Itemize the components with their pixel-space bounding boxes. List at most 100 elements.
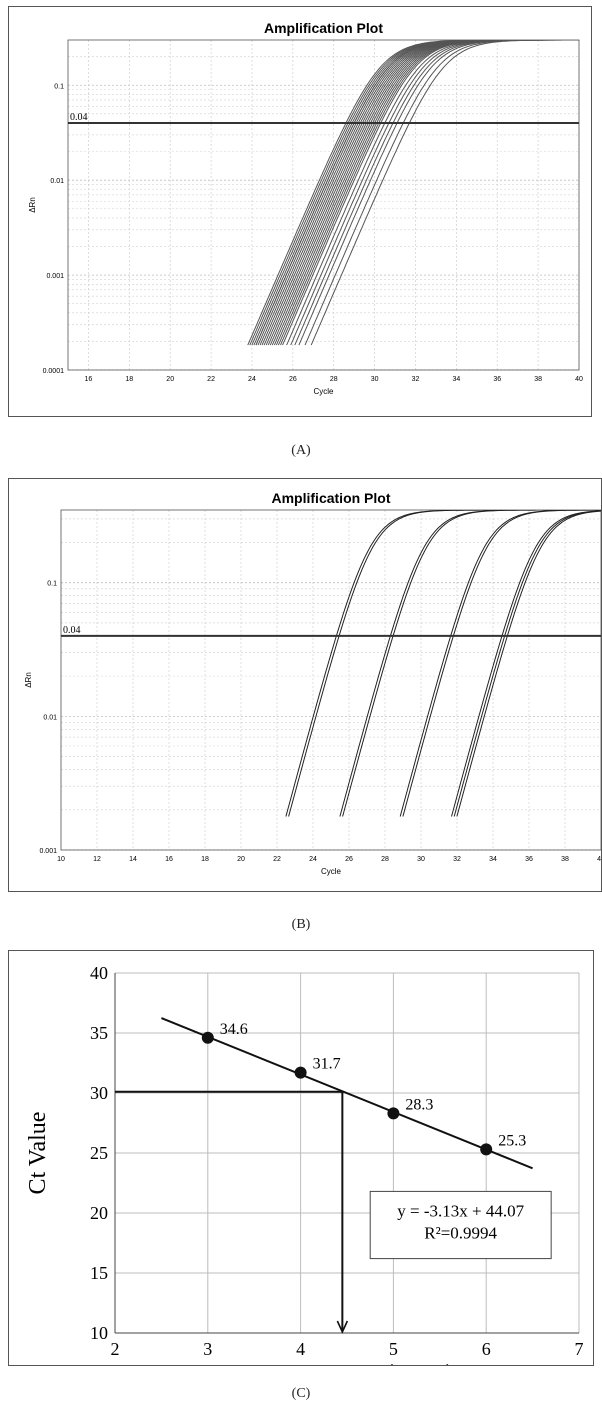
amplification-curve bbox=[271, 40, 579, 346]
amplification-curve bbox=[339, 510, 601, 817]
data-label: 25.3 bbox=[498, 1132, 526, 1149]
x-tick-label: 28 bbox=[330, 376, 338, 383]
caption-c: (C) bbox=[291, 1386, 311, 1401]
x-axis-label: Cycle bbox=[313, 387, 334, 396]
data-point bbox=[480, 1143, 493, 1156]
amplification-curve bbox=[259, 40, 579, 346]
y-tick-label: 20 bbox=[90, 1203, 108, 1223]
y-tick-label: 0.001 bbox=[46, 273, 64, 280]
x-tick-label: 30 bbox=[371, 376, 379, 383]
x-tick-label: 16 bbox=[165, 856, 173, 863]
curves-group bbox=[247, 40, 579, 346]
lookup-arrowhead bbox=[336, 1320, 349, 1334]
x-tick-label: 34 bbox=[452, 376, 460, 383]
amplification-curve bbox=[288, 510, 600, 817]
chart-title: Amplification Plot bbox=[264, 20, 383, 36]
amplification-curve bbox=[451, 510, 601, 817]
plot-frame bbox=[67, 39, 580, 371]
x-tick-label: 36 bbox=[525, 856, 533, 863]
x-tick-label: 2 bbox=[111, 1339, 120, 1359]
x-tick-label: 18 bbox=[125, 376, 133, 383]
x-tick-label: 4 bbox=[296, 1339, 305, 1359]
amplification-plot-b: Amplification Plot 0.001 0.01 0.1 10 12 14 16 18… bbox=[24, 490, 602, 876]
amplification-curve bbox=[275, 40, 579, 346]
x-tick-label: 22 bbox=[273, 856, 281, 863]
data-point bbox=[387, 1107, 400, 1120]
data-label: 28.3 bbox=[405, 1096, 433, 1113]
x-tick-label: 16 bbox=[85, 376, 93, 383]
y-tick-label: 0.1 bbox=[54, 83, 64, 90]
x-tick-label: 24 bbox=[309, 856, 317, 863]
threshold-label: 0.04 bbox=[63, 625, 81, 636]
x-tick-label: 38 bbox=[534, 376, 542, 383]
data-point bbox=[201, 1031, 214, 1044]
y-tick-label: 0.001 bbox=[39, 848, 57, 855]
y-axis-label: ΔRn bbox=[28, 197, 37, 213]
x-tick-label: 28 bbox=[381, 856, 389, 863]
fit-line bbox=[161, 1017, 533, 1170]
amplification-curve bbox=[402, 510, 601, 817]
chart-title: Amplification Plot bbox=[272, 490, 391, 506]
caption-b: (B) bbox=[291, 917, 311, 932]
y-tick-label: 10 bbox=[90, 1323, 108, 1343]
amplification-curve bbox=[310, 40, 579, 346]
x-tick-label: 34 bbox=[489, 856, 497, 863]
y-tick-label: 0.0001 bbox=[43, 368, 65, 375]
y-axis-label: ΔRn bbox=[24, 672, 33, 688]
amplification-curve bbox=[342, 510, 600, 817]
x-axis-label: Cycle bbox=[321, 867, 342, 876]
data-label: 31.7 bbox=[313, 1056, 341, 1073]
amplification-curve bbox=[294, 40, 579, 346]
x-tick-label: 20 bbox=[237, 856, 245, 863]
amplification-curve bbox=[247, 40, 579, 346]
plot-frame bbox=[60, 509, 602, 851]
threshold-label: 0.04 bbox=[70, 112, 88, 123]
y-tick-label: 0.01 bbox=[43, 714, 57, 721]
amplification-curve bbox=[257, 40, 579, 346]
x-tick-label: 18 bbox=[201, 856, 209, 863]
amplification-curve bbox=[456, 510, 601, 817]
x-tick-label: 26 bbox=[345, 856, 353, 863]
x-tick-label: 3 bbox=[203, 1339, 212, 1359]
amplification-curve bbox=[249, 40, 579, 346]
amplification-curve bbox=[255, 40, 579, 346]
y-tick-label: 15 bbox=[90, 1263, 108, 1283]
x-tick-label: 32 bbox=[412, 376, 420, 383]
x-tick-label: 40 bbox=[575, 376, 583, 383]
amplification-curve bbox=[399, 510, 600, 817]
y-tick-label: 0.01 bbox=[50, 178, 64, 185]
amplification-curve bbox=[267, 40, 579, 346]
x-tick-label: 36 bbox=[493, 376, 501, 383]
y-tick-label: 30 bbox=[90, 1083, 108, 1103]
data-label: 34.6 bbox=[220, 1021, 248, 1038]
panel-a: Amplification Plot 0.0001 0.001 0.01 0.1 16 18… bbox=[8, 6, 592, 417]
x-tick-label: 12 bbox=[93, 856, 101, 863]
x-tick-label: 7 bbox=[575, 1339, 584, 1359]
panel-c: 10 15 20 25 30 35 40 2 3 4 5 6 7 34.6 31.7 28.3 25.3 y = … bbox=[8, 950, 594, 1388]
amplification-curve bbox=[269, 40, 579, 346]
x-tick-label: 26 bbox=[289, 376, 297, 383]
x-tick-label: 14 bbox=[129, 856, 137, 863]
amplification-curve bbox=[251, 40, 579, 346]
amplification-curve bbox=[265, 40, 579, 346]
amplification-curve bbox=[273, 40, 579, 346]
amplification-curve bbox=[253, 40, 579, 346]
y-tick-label: 25 bbox=[90, 1143, 108, 1163]
curves-group bbox=[285, 510, 601, 817]
amplification-curve bbox=[261, 40, 579, 346]
x-tick-label: 20 bbox=[166, 376, 174, 383]
y-axis-label: Ct Value bbox=[25, 1112, 51, 1195]
caption-a: (A) bbox=[291, 443, 311, 458]
x-tick-label: 22 bbox=[207, 376, 215, 383]
y-tick-label: 40 bbox=[90, 963, 108, 983]
x-tick-label: 24 bbox=[248, 376, 256, 383]
x-axis-label: Copy Number（2x10ⁿ） bbox=[247, 1363, 467, 1365]
panel-b: Amplification Plot 0.001 0.01 0.1 10 12 14 16 18… bbox=[8, 478, 602, 892]
amplification-curve bbox=[453, 510, 601, 817]
amplification-curve bbox=[282, 40, 579, 346]
data-point bbox=[294, 1066, 307, 1079]
x-tick-label: 6 bbox=[482, 1339, 491, 1359]
y-tick-label: 35 bbox=[90, 1023, 108, 1043]
equation-text: y = -3.13x + 44.07 bbox=[397, 1201, 524, 1220]
equation-box bbox=[369, 1190, 552, 1260]
